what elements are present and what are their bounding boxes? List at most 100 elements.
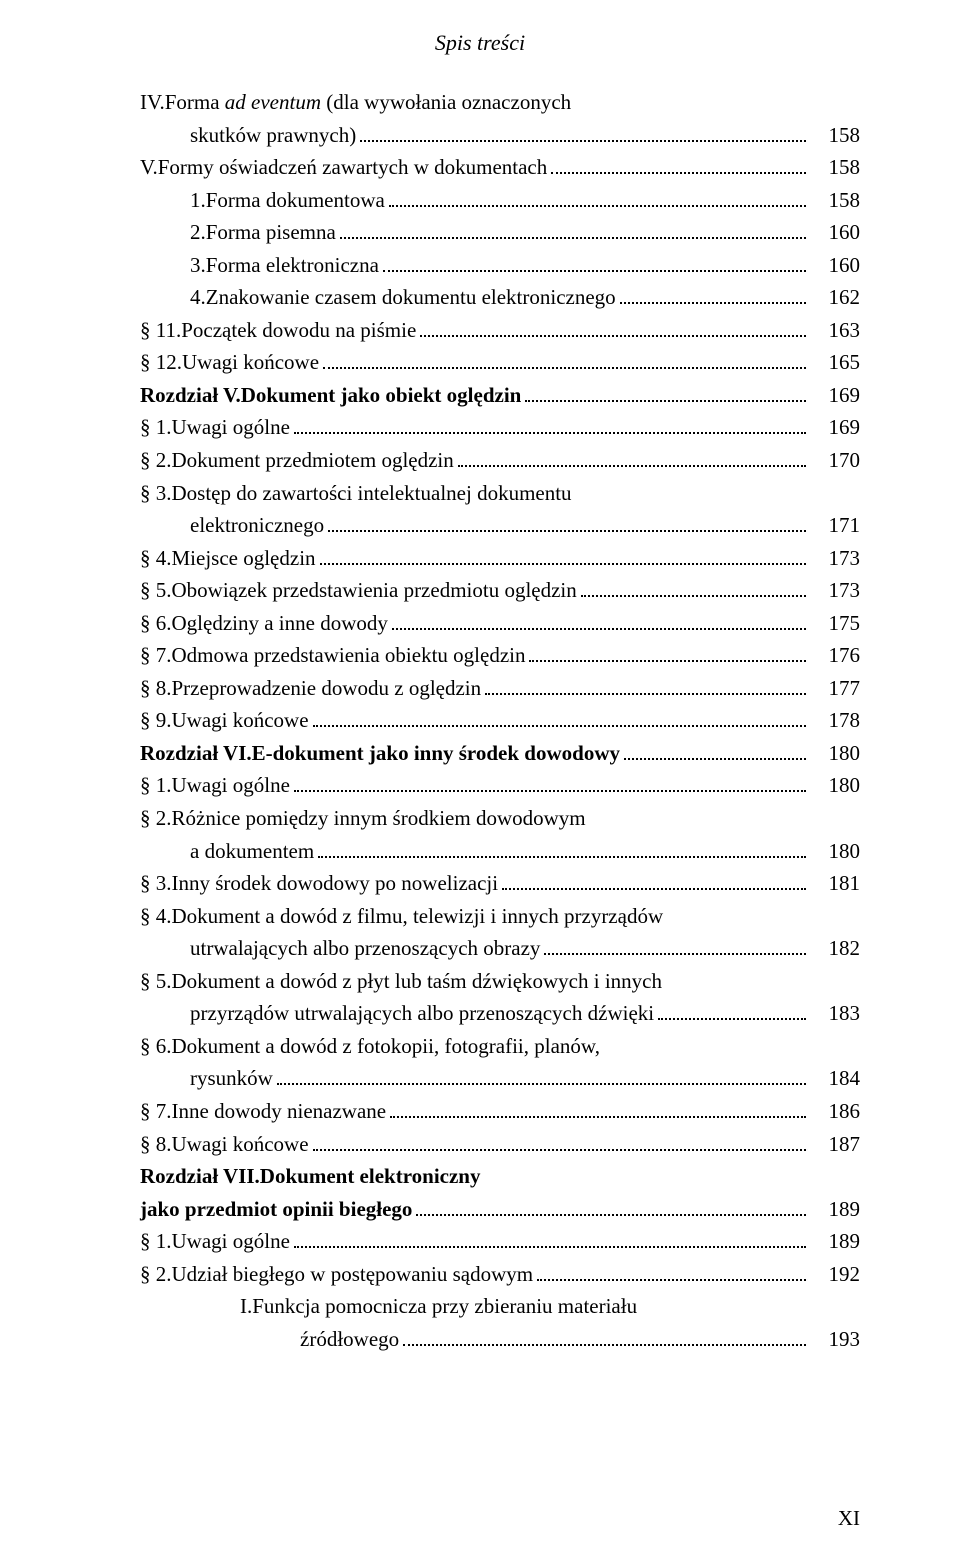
toc-text: Dokument a dowód z filmu, telewizji i in…: [172, 900, 664, 933]
toc-label: § 1.: [140, 411, 172, 444]
toc-page-number: 175: [810, 607, 860, 640]
toc-text: E-dokument jako inny środek dowodowy: [252, 737, 620, 770]
toc-leader-dots: [318, 855, 806, 858]
toc-text: Różnice pomiędzy innym środkiem dowodowy…: [172, 802, 586, 835]
toc-label: § 2.: [140, 444, 172, 477]
toc-leader-dots: [624, 757, 806, 760]
toc-text: Funkcja pomocnicza przy zbieraniu materi…: [252, 1290, 637, 1323]
toc-entry: § 6. Dokument a dowód z fotokopii, fotog…: [100, 1030, 860, 1063]
toc-label: § 7.: [140, 639, 172, 672]
toc-leader-dots: [328, 529, 806, 532]
toc-entry: § 4. Dokument a dowód z filmu, telewizji…: [100, 900, 860, 933]
toc-text: Oględziny a inne dowody: [172, 607, 388, 640]
toc-leader-dots: [294, 789, 806, 792]
toc-page-number: 170: [810, 444, 860, 477]
toc-page-number: 160: [810, 249, 860, 282]
toc-leader-dots: [392, 627, 806, 630]
toc-text: elektronicznego: [190, 509, 324, 542]
toc-leader-dots: [458, 464, 806, 467]
toc-text: Obowiązek przedstawienia przedmiotu oglę…: [172, 574, 577, 607]
toc-label: § 1.: [140, 769, 172, 802]
toc-text: Dokument elektroniczny: [260, 1160, 481, 1193]
toc-text: Przeprowadzenie dowodu z oględzin: [172, 672, 482, 705]
toc-leader-dots: [383, 269, 806, 272]
toc-label: § 8.: [140, 1128, 172, 1161]
toc-label: Rozdział VI.: [140, 737, 252, 770]
toc-label: 2.: [190, 216, 206, 249]
toc-entry: § 12. Uwagi końcowe165: [100, 346, 860, 379]
toc-text: skutków prawnych): [190, 119, 356, 152]
toc-label: Rozdział V.: [140, 379, 241, 412]
toc-page-number: 169: [810, 411, 860, 444]
toc-page-number: 189: [810, 1193, 860, 1226]
toc-page-number: 178: [810, 704, 860, 737]
toc-entry-continuation: źródłowego193: [100, 1323, 860, 1356]
toc-page-number: 169: [810, 379, 860, 412]
toc-label: § 1.: [140, 1225, 172, 1258]
toc-entry-continuation: skutków prawnych) 158: [100, 119, 860, 152]
toc-text: Uwagi końcowe: [172, 1128, 309, 1161]
toc-leader-dots: [420, 334, 806, 337]
toc-text: Początek dowodu na piśmie: [181, 314, 416, 347]
toc-entry: § 9. Uwagi końcowe178: [100, 704, 860, 737]
page-header: Spis treści: [100, 30, 860, 56]
toc-label: § 7.: [140, 1095, 172, 1128]
toc-entry: 2. Forma pisemna 160: [100, 216, 860, 249]
toc-entry-continuation: elektronicznego 171: [100, 509, 860, 542]
toc-text: Forma elektroniczna: [206, 249, 379, 282]
toc-leader-dots: [389, 204, 806, 207]
toc-page-number: 160: [810, 216, 860, 249]
toc-entry: V. Formy oświadczeń zawartych w dokument…: [100, 151, 860, 184]
toc-entry-continuation: rysunków184: [100, 1062, 860, 1095]
toc-leader-dots: [360, 139, 806, 142]
toc-page-number: 171: [810, 509, 860, 542]
toc-leader-dots: [485, 692, 806, 695]
toc-entry-continuation: a dokumentem 180: [100, 835, 860, 868]
toc-entry: 1. Forma dokumentowa158: [100, 184, 860, 217]
toc-label: § 5.: [140, 965, 172, 998]
toc-entry: § 2. Różnice pomiędzy innym środkiem dow…: [100, 802, 860, 835]
toc-page-number: 189: [810, 1225, 860, 1258]
toc-page-number: 165: [810, 346, 860, 379]
toc-page-number: 184: [810, 1062, 860, 1095]
toc-entry: § 3. Inny środek dowodowy po nowelizacji…: [100, 867, 860, 900]
toc-entry: § 1. Uwagi ogólne 189: [100, 1225, 860, 1258]
toc-entry: § 5. Obowiązek przedstawienia przedmiotu…: [100, 574, 860, 607]
toc-entry: Rozdział V. Dokument jako obiekt oględzi…: [100, 379, 860, 412]
toc-entry: § 1. Uwagi ogólne169: [100, 411, 860, 444]
toc-entry: § 8. Przeprowadzenie dowodu z oględzin17…: [100, 672, 860, 705]
toc-label: § 4.: [140, 542, 172, 575]
toc-entry-continuation: przyrządów utrwalających albo przenosząc…: [100, 997, 860, 1030]
page-number-footer: XI: [838, 1506, 860, 1531]
toc-text: utrwalających albo przenoszących obrazy: [190, 932, 540, 965]
toc-text: Inny środek dowodowy po nowelizacji: [172, 867, 499, 900]
toc-entry: 4. Znakowanie czasem dokumentu elektroni…: [100, 281, 860, 314]
toc-text: Uwagi końcowe: [172, 704, 309, 737]
toc-text: Uwagi ogólne: [172, 769, 290, 802]
toc-leader-dots: [529, 659, 806, 662]
toc-page-number: 193: [810, 1323, 860, 1356]
toc-leader-dots: [313, 1148, 806, 1151]
toc-page-number: 187: [810, 1128, 860, 1161]
toc-label: § 4.: [140, 900, 172, 933]
toc-page-number: 173: [810, 542, 860, 575]
toc-leader-dots: [294, 1245, 806, 1248]
toc-text: Forma pisemna: [206, 216, 336, 249]
toc-label: § 2.: [140, 802, 172, 835]
toc-page-number: 186: [810, 1095, 860, 1128]
toc-text: Miejsce oględzin: [172, 542, 316, 575]
toc-text: Uwagi ogólne: [172, 1225, 290, 1258]
toc-leader-dots: [323, 366, 806, 369]
toc-entry: Rozdział VI. E-dokument jako inny środek…: [100, 737, 860, 770]
toc-page-number: 173: [810, 574, 860, 607]
toc-leader-dots: [313, 724, 806, 727]
toc-page-number: 158: [810, 119, 860, 152]
page-container: Spis treści IV. Forma ad eventum (dla wy…: [0, 0, 960, 1561]
toc-entry: § 6. Oględziny a inne dowody175: [100, 607, 860, 640]
toc-text: Odmowa przedstawienia obiektu oględzin: [172, 639, 526, 672]
toc-text: a dokumentem: [190, 835, 314, 868]
toc-label: § 3.: [140, 867, 172, 900]
toc-label: § 8.: [140, 672, 172, 705]
toc-page-number: 180: [810, 835, 860, 868]
toc-text: Inne dowody nienazwane: [172, 1095, 387, 1128]
